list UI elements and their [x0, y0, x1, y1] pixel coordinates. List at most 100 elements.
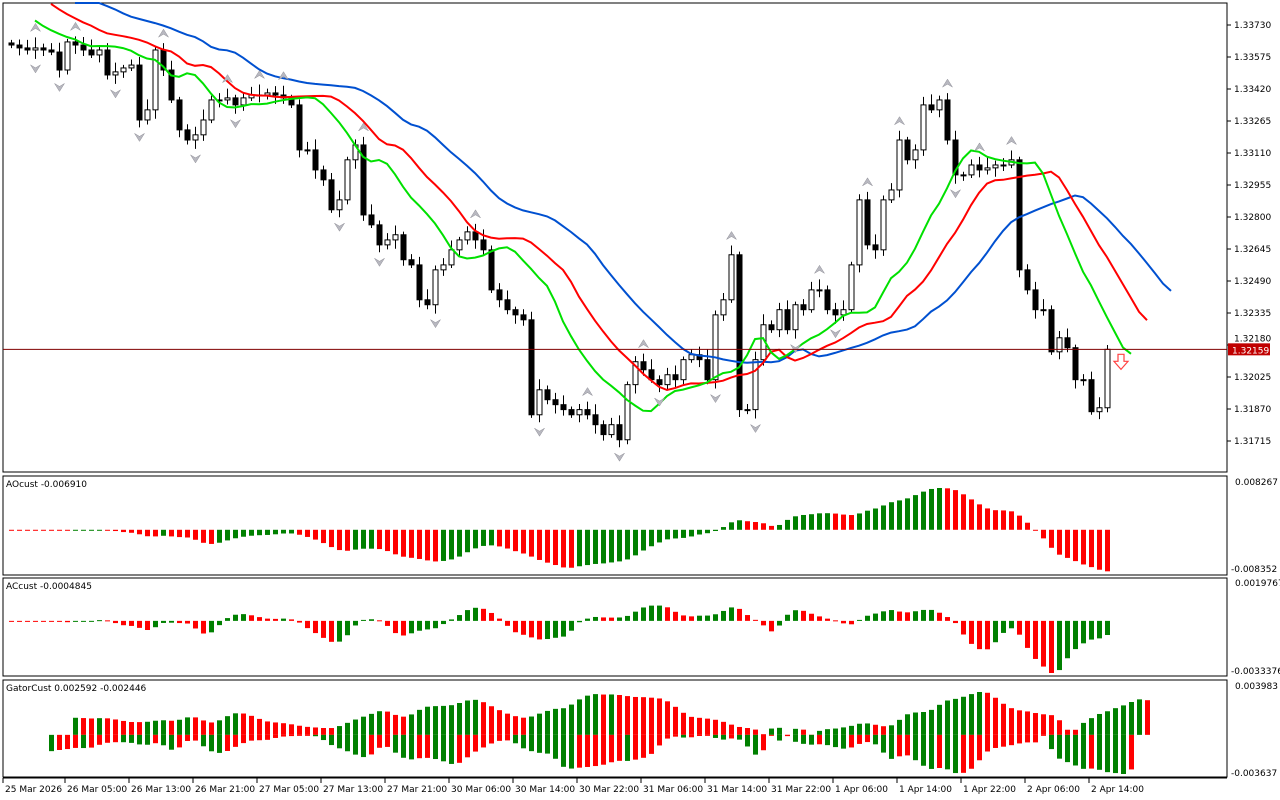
bull-candle[interactable]	[344, 159, 351, 201]
bull-candle[interactable]	[608, 424, 615, 436]
bear-candle[interactable]	[976, 164, 983, 171]
bull-candle[interactable]	[888, 189, 895, 201]
bull-candle[interactable]	[200, 119, 207, 136]
bear-candle[interactable]	[104, 49, 111, 76]
bull-candle[interactable]	[984, 167, 991, 171]
bear-candle[interactable]	[472, 231, 479, 241]
bear-candle[interactable]	[176, 99, 183, 131]
bull-candle[interactable]	[440, 264, 447, 271]
bear-candle[interactable]	[312, 149, 319, 171]
bull-candle[interactable]	[336, 199, 343, 211]
bull-candle[interactable]	[728, 254, 735, 301]
bull-candle[interactable]	[384, 239, 391, 246]
bull-candle[interactable]	[720, 299, 727, 316]
bull-candle[interactable]	[448, 249, 455, 266]
bear-candle[interactable]	[872, 244, 879, 251]
bull-candle[interactable]	[936, 99, 943, 111]
bear-candle[interactable]	[832, 309, 839, 316]
bull-candle[interactable]	[96, 49, 103, 56]
bear-candle[interactable]	[496, 289, 503, 301]
price-pane[interactable]	[2, 2, 1228, 473]
bull-candle[interactable]	[464, 231, 471, 241]
bear-candle[interactable]	[1064, 337, 1071, 349]
bull-candle[interactable]	[912, 149, 919, 161]
bear-candle[interactable]	[544, 389, 551, 401]
bear-candle[interactable]	[552, 399, 559, 406]
bull-candle[interactable]	[240, 97, 247, 106]
bear-candle[interactable]	[424, 299, 431, 306]
bull-candle[interactable]	[816, 289, 823, 292]
bear-candle[interactable]	[72, 41, 79, 46]
bull-candle[interactable]	[1000, 164, 1007, 167]
bear-candle[interactable]	[328, 179, 335, 211]
bull-candle[interactable]	[880, 199, 887, 251]
bear-candle[interactable]	[904, 139, 911, 161]
bull-candle[interactable]	[680, 359, 687, 381]
bear-candle[interactable]	[864, 199, 871, 246]
bear-candle[interactable]	[480, 239, 487, 251]
bull-candle[interactable]	[808, 289, 815, 311]
bear-candle[interactable]	[136, 64, 143, 121]
bull-candle[interactable]	[992, 164, 999, 169]
bull-candle[interactable]	[856, 199, 863, 266]
bull-candle[interactable]	[120, 67, 127, 73]
bull-candle[interactable]	[432, 269, 439, 306]
bull-candle[interactable]	[192, 134, 199, 141]
bear-candle[interactable]	[400, 234, 407, 261]
bull-candle[interactable]	[1040, 309, 1047, 312]
bear-candle[interactable]	[24, 47, 31, 51]
bear-candle[interactable]	[528, 319, 535, 416]
bull-candle[interactable]	[152, 49, 159, 111]
bull-candle[interactable]	[776, 309, 783, 331]
bull-candle[interactable]	[576, 409, 583, 416]
bear-candle[interactable]	[80, 44, 87, 51]
bear-candle[interactable]	[1032, 289, 1039, 311]
bear-candle[interactable]	[704, 359, 711, 381]
bull-candle[interactable]	[64, 41, 71, 71]
bear-candle[interactable]	[272, 92, 279, 96]
bear-candle[interactable]	[1088, 379, 1095, 413]
bear-candle[interactable]	[928, 104, 935, 111]
bear-candle[interactable]	[568, 409, 575, 416]
bull-candle[interactable]	[664, 374, 671, 386]
bull-candle[interactable]	[32, 47, 39, 51]
bull-candle[interactable]	[632, 361, 639, 386]
bear-candle[interactable]	[368, 214, 375, 226]
bear-candle[interactable]	[824, 289, 831, 311]
bear-candle[interactable]	[944, 99, 951, 141]
bear-candle[interactable]	[168, 69, 175, 101]
bear-candle[interactable]	[296, 104, 303, 151]
bear-candle[interactable]	[408, 259, 415, 266]
bull-candle[interactable]	[112, 71, 119, 76]
bull-candle[interactable]	[536, 389, 543, 416]
bear-candle[interactable]	[376, 224, 383, 246]
bear-candle[interactable]	[40, 47, 47, 51]
bear-candle[interactable]	[1072, 347, 1079, 381]
bear-candle[interactable]	[784, 309, 791, 331]
bull-candle[interactable]	[896, 139, 903, 191]
bear-candle[interactable]	[672, 374, 679, 381]
bull-candle[interactable]	[456, 239, 463, 251]
bear-candle[interactable]	[640, 361, 647, 371]
bear-candle[interactable]	[800, 304, 807, 311]
bear-candle[interactable]	[88, 49, 95, 56]
bear-candle[interactable]	[952, 139, 959, 176]
bull-candle[interactable]	[392, 234, 399, 241]
bull-candle[interactable]	[688, 354, 695, 361]
bull-candle[interactable]	[128, 64, 135, 69]
bear-candle[interactable]	[656, 379, 663, 386]
ao-pane[interactable]	[2, 475, 1228, 576]
bull-candle[interactable]	[144, 109, 151, 121]
bear-candle[interactable]	[584, 409, 591, 416]
bear-candle[interactable]	[184, 129, 191, 141]
bull-candle[interactable]	[304, 149, 311, 152]
bear-candle[interactable]	[736, 254, 743, 411]
bull-candle[interactable]	[1080, 379, 1087, 382]
bear-candle[interactable]	[232, 97, 239, 106]
bear-candle[interactable]	[504, 299, 511, 311]
bear-candle[interactable]	[592, 414, 599, 426]
bear-candle[interactable]	[512, 309, 519, 316]
bear-candle[interactable]	[1048, 309, 1055, 353]
bear-candle[interactable]	[1016, 159, 1023, 271]
